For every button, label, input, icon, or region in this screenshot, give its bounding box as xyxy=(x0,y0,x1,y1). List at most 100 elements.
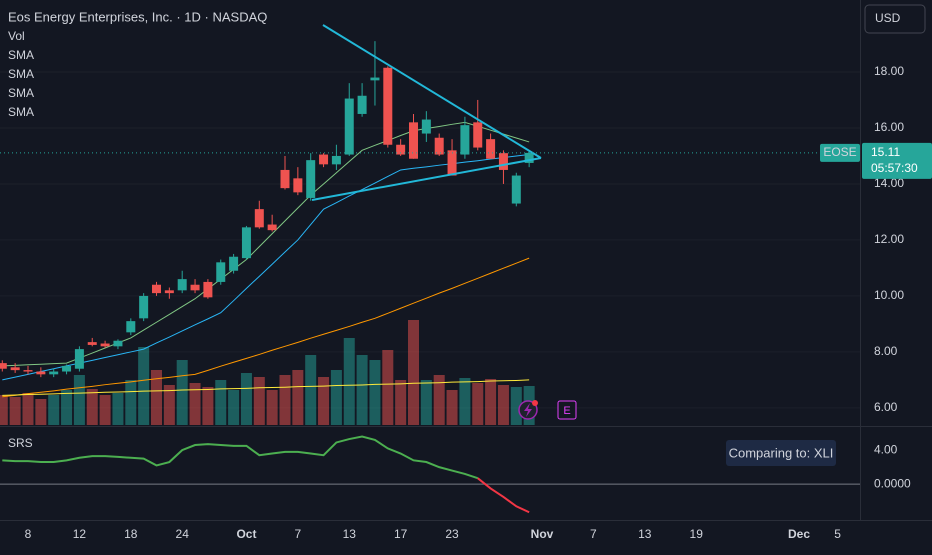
volume-bar xyxy=(292,370,304,425)
volume-bar xyxy=(215,380,227,425)
volume-bar xyxy=(433,375,445,425)
trendlines xyxy=(311,24,542,201)
trendline-lower xyxy=(311,157,542,201)
candle-body xyxy=(152,284,161,294)
candle-body xyxy=(0,363,7,369)
candle-body xyxy=(74,349,84,369)
x-tick-label: 18 xyxy=(124,527,138,541)
x-tick-label: 7 xyxy=(295,527,302,541)
volume-bar xyxy=(408,320,419,425)
volume-bar xyxy=(420,380,432,425)
currency-box[interactable] xyxy=(864,4,926,34)
candle-body xyxy=(344,98,354,155)
sma-layer xyxy=(2,121,530,398)
alert-dot xyxy=(532,400,538,406)
x-tick-label: 7 xyxy=(590,527,597,541)
sma-line xyxy=(2,257,530,398)
volume-bar xyxy=(395,380,407,425)
candle-body xyxy=(36,371,46,375)
volume-bar xyxy=(266,390,278,425)
x-tick-label: 24 xyxy=(176,527,190,541)
volume-bar xyxy=(35,399,47,425)
candle-body xyxy=(49,371,59,375)
srs-pane xyxy=(0,435,860,514)
volume-bar xyxy=(228,390,240,425)
volume-bar xyxy=(176,360,188,425)
volume-bar xyxy=(485,379,497,425)
volume-bar xyxy=(138,347,150,425)
candle-body xyxy=(447,150,457,176)
volume-bar xyxy=(0,395,8,425)
volume-bar xyxy=(112,393,124,425)
candle-body xyxy=(23,370,33,372)
candle-body xyxy=(524,152,534,163)
x-tick-label: 19 xyxy=(690,527,704,541)
volume-bar xyxy=(202,387,214,425)
candle-body xyxy=(409,122,418,159)
volume-bar xyxy=(330,370,342,425)
legend: Eos Energy Enterprises, Inc. · 1D · NASD… xyxy=(8,9,267,450)
volume-bar xyxy=(343,338,355,425)
volume-bar xyxy=(9,397,21,425)
trendline-upper xyxy=(322,24,542,159)
candle-body xyxy=(267,224,277,231)
candle-layer xyxy=(0,41,534,378)
symbol-label: EOSE xyxy=(823,145,856,159)
legend-volume: Vol xyxy=(8,29,25,43)
candle-body xyxy=(473,122,483,148)
volume-bar xyxy=(151,370,162,425)
candle-body xyxy=(100,343,110,347)
currency-label[interactable]: USD xyxy=(875,11,901,25)
legend-sma: SMA xyxy=(8,105,34,119)
candle-body xyxy=(126,321,136,333)
srs-tick-label: 4.00 xyxy=(874,442,898,456)
x-tick-label: Nov xyxy=(531,527,554,541)
candle-body xyxy=(87,342,97,345)
sma-line xyxy=(2,154,530,381)
volume-bar xyxy=(356,355,368,425)
candle-body xyxy=(177,279,187,291)
volume-bar xyxy=(446,390,458,425)
x-tick-label: 8 xyxy=(25,527,32,541)
legend-sma: SMA xyxy=(8,48,34,62)
candle-body xyxy=(421,119,431,134)
candle-body xyxy=(216,262,226,282)
earnings-icon[interactable] xyxy=(557,400,577,420)
axes: 6.00 8.00 10.00 12.00 14.00 16.00 18.00 8 12 18 24… xyxy=(0,64,932,541)
x-tick-label: 13 xyxy=(638,527,652,541)
sma-line xyxy=(2,379,530,396)
candle-body xyxy=(10,367,20,371)
currency-button[interactable]: USD xyxy=(864,4,926,34)
candle-body xyxy=(280,169,290,189)
candle-body xyxy=(498,153,508,170)
earnings-label[interactable]: E xyxy=(563,405,570,417)
sma-line xyxy=(2,121,530,367)
candle-body xyxy=(396,144,406,155)
comparison-badge: Comparing to: XLI xyxy=(726,440,836,466)
candle-body xyxy=(203,281,213,298)
volume-bar xyxy=(189,383,201,425)
x-tick-label: Dec xyxy=(788,527,810,541)
y-tick-label: 10.00 xyxy=(874,288,904,302)
candle-body xyxy=(113,340,123,347)
legend-sma: SMA xyxy=(8,86,34,100)
x-tick-label: 17 xyxy=(394,527,408,541)
srs-line xyxy=(2,435,479,480)
volume-bar xyxy=(318,377,330,425)
candle-body xyxy=(190,284,200,291)
legend-sma: SMA xyxy=(8,67,34,81)
event-icons: E xyxy=(518,400,577,420)
srs-tick-label: 0.0000 xyxy=(874,476,911,490)
volume-layer xyxy=(0,320,535,425)
volume-bar xyxy=(61,390,73,425)
x-tick-label: 23 xyxy=(445,527,459,541)
y-tick-label: 14.00 xyxy=(874,176,904,190)
y-tick-label: 18.00 xyxy=(874,64,904,78)
x-tick-label: 13 xyxy=(343,527,357,541)
candle-body xyxy=(434,137,444,155)
volume-bar xyxy=(48,395,60,425)
